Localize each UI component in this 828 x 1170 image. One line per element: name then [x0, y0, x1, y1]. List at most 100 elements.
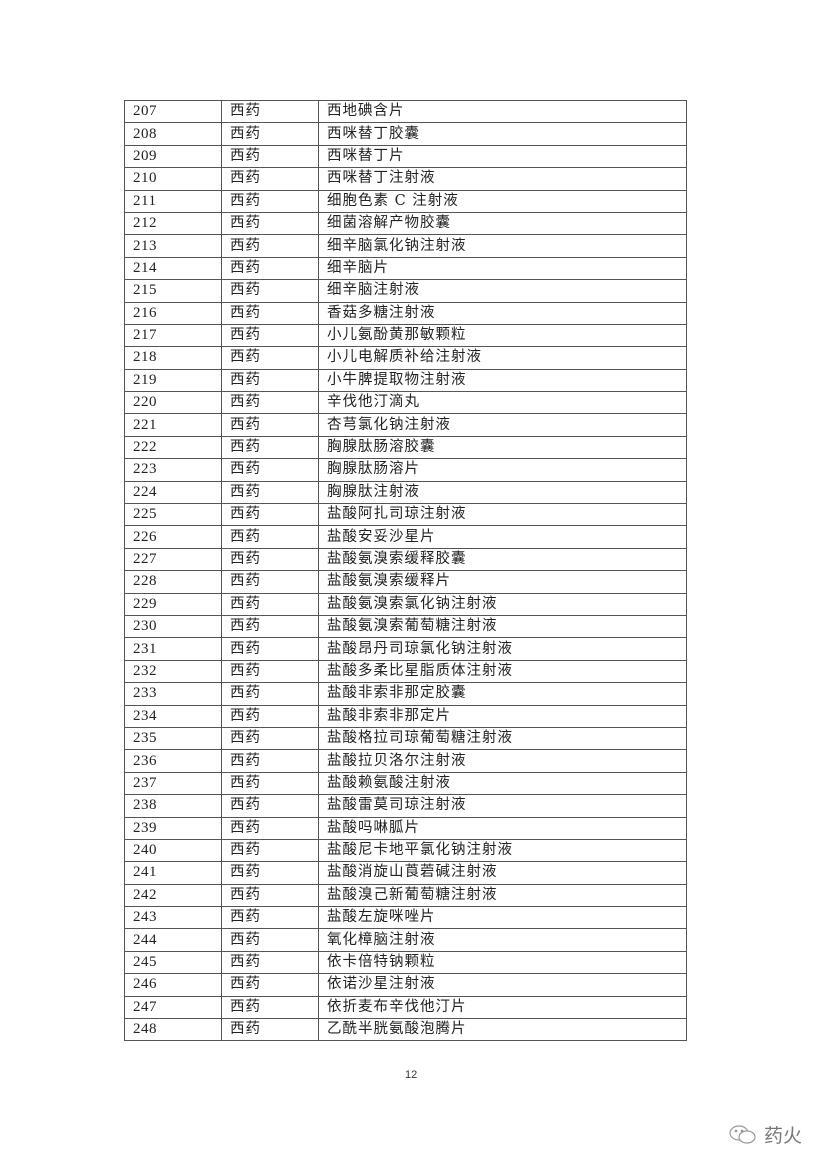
row-number: 217	[124, 323, 222, 348]
category: 西药	[221, 189, 319, 213]
drug-name: 依诺沙星注射液	[318, 973, 687, 997]
table-row: 237 西药 盐酸赖氨酸注射液	[124, 771, 687, 796]
drug-name: 盐酸氨溴索葡萄糖注射液	[318, 614, 687, 639]
row-number: 224	[124, 480, 222, 505]
table-row: 241 西药 盐酸消旋山莨菪碱注射液	[124, 861, 687, 885]
table-row: 228 西药 盐酸氨溴索缓释片	[124, 570, 687, 594]
row-number: 215	[124, 279, 222, 303]
table-row: 248 西药 乙酰半胱氨酸泡腾片	[124, 1018, 687, 1042]
drug-name: 小儿氨酚黄那敏颗粒	[318, 323, 687, 348]
table-row: 235 西药 盐酸格拉司琼葡萄糖注射液	[124, 726, 687, 751]
category: 西药	[221, 883, 319, 908]
watermark-text: 药火	[764, 1125, 803, 1147]
drug-name: 胸腺肽肠溶片	[318, 458, 687, 482]
drug-name: 细辛脑片	[318, 256, 687, 281]
row-number: 210	[124, 167, 222, 191]
table-row: 218 西药 小儿电解质补给注射液	[124, 346, 687, 370]
row-number: 214	[124, 256, 222, 281]
row-number: 219	[124, 368, 222, 393]
row-number: 233	[124, 682, 222, 706]
drug-name: 氧化樟脑注射液	[318, 928, 687, 952]
table-row: 246 西药 依诺沙星注射液	[124, 973, 687, 997]
table-row: 214 西药 细辛脑片	[124, 256, 687, 281]
category: 西药	[221, 637, 319, 661]
category: 西药	[221, 368, 319, 393]
watermark: 药火	[728, 1121, 802, 1148]
wechat-icon	[729, 1124, 756, 1144]
row-number: 229	[124, 592, 222, 616]
drug-name: 盐酸氨溴索氯化钠注射液	[318, 592, 687, 616]
table-row: 207 西药 西地碘含片	[124, 99, 687, 124]
table-row: 243 西药 盐酸左旋咪唑片	[124, 906, 687, 930]
table-row: 221 西药 杏芎氯化钠注射液	[124, 413, 687, 437]
category: 西药	[221, 794, 319, 818]
category: 西药	[221, 1018, 319, 1042]
row-number: 239	[124, 816, 222, 840]
table-row: 216 西药 香菇多糖注射液	[124, 301, 687, 325]
drug-name: 西咪替丁胶囊	[318, 122, 687, 146]
table-row: 226 西药 盐酸安妥沙星片	[124, 525, 687, 549]
category: 西药	[221, 928, 319, 952]
table-row: 212 西药 细菌溶解产物胶囊	[124, 211, 687, 236]
row-number: 242	[124, 883, 222, 908]
row-number: 238	[124, 794, 222, 818]
row-number: 223	[124, 458, 222, 482]
drug-name: 小牛脾提取物注射液	[318, 368, 687, 393]
table-row: 222 西药 胸腺肽肠溶胶囊	[124, 435, 687, 460]
row-number: 218	[124, 346, 222, 370]
table-row: 210 西药 西咪替丁注射液	[124, 167, 687, 191]
row-number: 231	[124, 637, 222, 661]
table-row: 229 西药 盐酸氨溴索氯化钠注射液	[124, 592, 687, 616]
drug-name: 细辛脑注射液	[318, 279, 687, 303]
category: 西药	[221, 592, 319, 616]
category: 西药	[221, 435, 319, 460]
table-row: 247 西药 依折麦布辛伐他汀片	[124, 995, 687, 1020]
drug-name: 胸腺肽肠溶胶囊	[318, 435, 687, 460]
drug-name: 盐酸非索非那定片	[318, 704, 687, 728]
drug-name: 香菇多糖注射液	[318, 301, 687, 325]
drug-name: 辛伐他汀滴丸	[318, 391, 687, 415]
row-number: 245	[124, 950, 222, 975]
table-row: 232 西药 盐酸多柔比星脂质体注射液	[124, 659, 687, 684]
table-row: 231 西药 盐酸昂丹司琼氯化钠注射液	[124, 637, 687, 661]
category: 西药	[221, 682, 319, 706]
row-number: 211	[124, 189, 222, 213]
category: 西药	[221, 99, 319, 124]
category: 西药	[221, 525, 319, 549]
drug-name: 盐酸消旋山莨菪碱注射液	[318, 861, 687, 885]
row-number: 237	[124, 771, 222, 796]
category: 西药	[221, 256, 319, 281]
row-number: 244	[124, 928, 222, 952]
category: 西药	[221, 749, 319, 773]
drug-name: 盐酸赖氨酸注射液	[318, 771, 687, 796]
category: 西药	[221, 659, 319, 684]
drug-name: 依卡倍特钠颗粒	[318, 950, 687, 975]
row-number: 216	[124, 301, 222, 325]
row-number: 241	[124, 861, 222, 885]
drug-name: 胸腺肽注射液	[318, 480, 687, 505]
category: 西药	[221, 301, 319, 325]
drug-list-table: 207 西药 西地碘含片 208 西药 西咪替丁胶囊 209 西药 西咪替丁片 210 西药 西咪替丁…	[124, 99, 687, 1042]
row-number: 225	[124, 503, 222, 527]
category: 西药	[221, 614, 319, 639]
table-row: 244 西药 氧化樟脑注射液	[124, 928, 687, 952]
category: 西药	[221, 458, 319, 482]
drug-name: 盐酸非索非那定胶囊	[318, 682, 687, 706]
category: 西药	[221, 279, 319, 303]
row-number: 228	[124, 570, 222, 594]
table-row: 223 西药 胸腺肽肠溶片	[124, 458, 687, 482]
table-row: 208 西药 西咪替丁胶囊	[124, 122, 687, 146]
drug-name: 盐酸格拉司琼葡萄糖注射液	[318, 726, 687, 751]
table-row: 227 西药 盐酸氨溴索缓释胶囊	[124, 547, 687, 572]
category: 西药	[221, 771, 319, 796]
drug-name: 依折麦布辛伐他汀片	[318, 995, 687, 1020]
category: 西药	[221, 995, 319, 1020]
drug-name: 盐酸昂丹司琼氯化钠注射液	[318, 637, 687, 661]
row-number: 226	[124, 525, 222, 549]
table-row: 213 西药 细辛脑氯化钠注射液	[124, 234, 687, 258]
drug-name: 盐酸左旋咪唑片	[318, 906, 687, 930]
category: 西药	[221, 906, 319, 930]
category: 西药	[221, 570, 319, 594]
drug-name: 细菌溶解产物胶囊	[318, 211, 687, 236]
drug-name: 小儿电解质补给注射液	[318, 346, 687, 370]
